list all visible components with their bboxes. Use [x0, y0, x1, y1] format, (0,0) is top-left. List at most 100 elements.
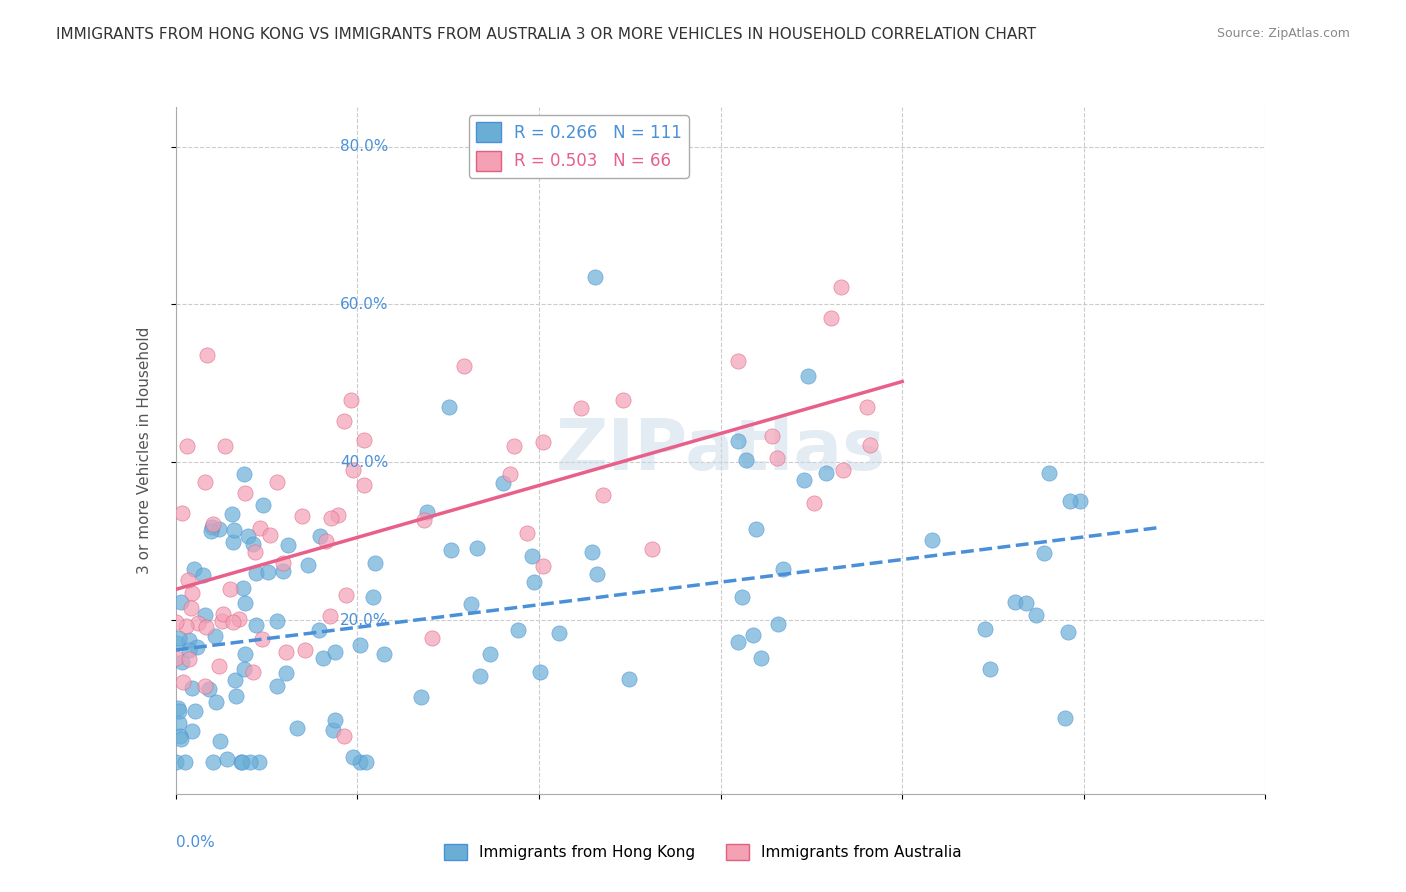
Point	[308, 529, 330, 543]
Point	[531, 435, 554, 450]
Point	[531, 558, 554, 573]
Point	[257, 565, 280, 579]
Point	[328, 508, 350, 522]
Point	[294, 642, 316, 657]
Point	[617, 672, 640, 686]
Point	[277, 537, 299, 551]
Text: IMMIGRANTS FROM HONG KONG VS IMMIGRANTS FROM AUSTRALIA 3 OR MORE VEHICLES IN HOU: IMMIGRANTS FROM HONG KONG VS IMMIGRANTS …	[56, 27, 1036, 42]
Point	[793, 473, 815, 487]
Point	[274, 645, 297, 659]
Point	[569, 401, 592, 415]
Point	[803, 496, 825, 510]
Point	[585, 567, 607, 582]
Point	[224, 673, 246, 688]
Point	[342, 463, 364, 477]
Y-axis label: 3 or more Vehicles in Household: 3 or more Vehicles in Household	[138, 326, 152, 574]
Point	[416, 505, 439, 519]
Point	[323, 645, 346, 659]
Text: ZIPatlas: ZIPatlas	[555, 416, 886, 485]
Point	[529, 665, 551, 680]
Point	[200, 524, 222, 538]
Point	[319, 511, 342, 525]
Point	[180, 586, 202, 600]
Point	[177, 652, 200, 666]
Point	[194, 607, 217, 622]
Point	[242, 537, 264, 551]
Point	[523, 574, 546, 589]
Point	[180, 601, 202, 615]
Point	[194, 475, 217, 489]
Point	[522, 549, 544, 563]
Point	[165, 615, 187, 629]
Point	[233, 662, 256, 676]
Point	[201, 756, 224, 770]
Point	[727, 353, 749, 368]
Point	[548, 626, 571, 640]
Point	[177, 573, 200, 587]
Point	[409, 690, 432, 704]
Point	[856, 400, 879, 414]
Point	[180, 723, 202, 738]
Point	[186, 640, 208, 655]
Point	[184, 704, 207, 718]
Point	[239, 756, 262, 770]
Point	[221, 535, 243, 549]
Point	[361, 590, 384, 604]
Point	[249, 521, 271, 535]
Point	[831, 462, 853, 476]
Point	[1004, 595, 1026, 609]
Point	[224, 523, 246, 537]
Point	[183, 561, 205, 575]
Point	[252, 498, 274, 512]
Point	[165, 756, 187, 770]
Point	[250, 632, 273, 646]
Point	[1025, 607, 1047, 622]
Point	[641, 542, 664, 557]
Point	[232, 581, 254, 595]
Point	[174, 756, 197, 770]
Point	[169, 729, 191, 743]
Point	[242, 665, 264, 679]
Point	[820, 310, 842, 325]
Point	[460, 597, 482, 611]
Point	[176, 439, 198, 453]
Point	[195, 348, 218, 362]
Point	[195, 620, 218, 634]
Point	[236, 529, 259, 543]
Point	[170, 731, 193, 746]
Text: 40.0%: 40.0%	[340, 455, 388, 470]
Point	[492, 475, 515, 490]
Point	[1015, 596, 1038, 610]
Point	[201, 517, 224, 532]
Point	[353, 434, 375, 448]
Point	[271, 565, 294, 579]
Point	[204, 629, 226, 643]
Point	[170, 595, 193, 609]
Point	[353, 478, 375, 492]
Point	[342, 749, 364, 764]
Point	[335, 588, 357, 602]
Point	[322, 723, 344, 737]
Point	[479, 647, 502, 661]
Point	[516, 525, 538, 540]
Point	[727, 635, 749, 649]
Point	[170, 506, 193, 520]
Point	[1059, 494, 1081, 508]
Point	[209, 733, 232, 747]
Point	[354, 756, 377, 770]
Point	[921, 533, 943, 548]
Text: Source: ZipAtlas.com: Source: ZipAtlas.com	[1216, 27, 1350, 40]
Point	[761, 429, 783, 443]
Point	[243, 545, 266, 559]
Point	[315, 534, 337, 549]
Point	[233, 596, 256, 610]
Point	[373, 647, 395, 661]
Point	[859, 437, 882, 451]
Point	[212, 607, 235, 621]
Point	[225, 689, 247, 703]
Point	[219, 582, 242, 596]
Point	[179, 633, 201, 648]
Point	[612, 393, 634, 408]
Point	[318, 609, 340, 624]
Point	[285, 721, 308, 735]
